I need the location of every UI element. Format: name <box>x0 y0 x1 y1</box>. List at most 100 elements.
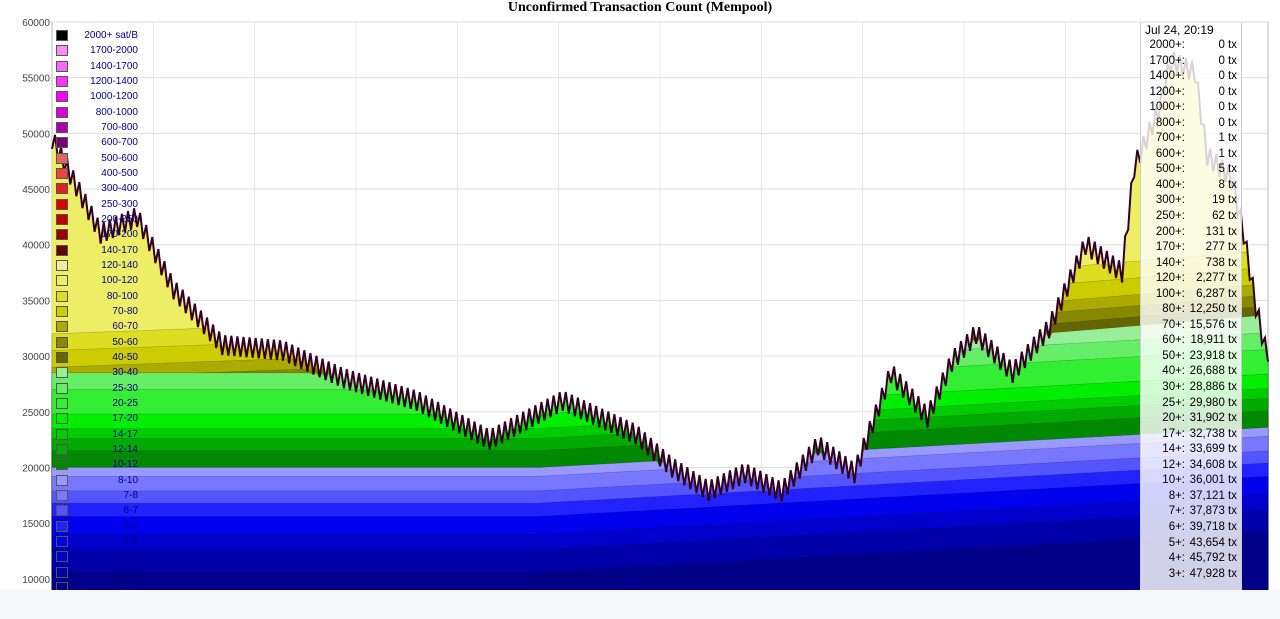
plot-area <box>51 52 1269 590</box>
legend-item[interactable]: 30-40 <box>56 365 140 380</box>
legend-label: 120-140 <box>101 260 138 272</box>
legend-item[interactable]: 5-6 <box>56 519 140 534</box>
legend-label: 10-12 <box>112 459 138 471</box>
legend-label: 50-60 <box>112 336 138 348</box>
tooltip-row: 300+: 19 tx <box>1141 193 1241 209</box>
tooltip-row: 12+: 34,608 tx <box>1141 458 1241 474</box>
tooltip-row: 600+: 1 tx <box>1141 147 1241 163</box>
tooltip-row: 10+: 36,001 tx <box>1141 473 1241 489</box>
tooltip-row: 7+: 37,873 tx <box>1141 504 1241 520</box>
legend-swatch <box>56 290 68 302</box>
legend-item[interactable]: 120-140 <box>56 258 140 273</box>
legend-item[interactable]: 70-80 <box>56 304 140 319</box>
legend-item[interactable]: 2000+ sat/B <box>56 28 140 43</box>
legend-item[interactable]: 14-17 <box>56 427 140 442</box>
legend-item[interactable]: 800-1000 <box>56 105 140 120</box>
tooltip-row-label: 1700+: <box>1149 54 1186 67</box>
legend-label: 80-100 <box>106 290 138 302</box>
tooltip-row: 40+: 26,688 tx <box>1141 364 1241 380</box>
tooltip-row: 50+: 23,918 tx <box>1141 349 1241 365</box>
legend-item[interactable]: 500-600 <box>56 151 140 166</box>
legend-item[interactable]: 1200-1400 <box>56 74 140 89</box>
tooltip-row-value: 23,918 tx <box>1189 349 1237 362</box>
tooltip-row: 17+: 32,738 tx <box>1141 427 1241 443</box>
tooltip-row: 170+: 277 tx <box>1141 240 1241 256</box>
legend-item[interactable]: 700-800 <box>56 120 140 135</box>
tooltip-row-value: 18,911 tx <box>1190 334 1237 347</box>
legend-item[interactable]: 20-25 <box>56 396 140 411</box>
legend-swatch <box>56 566 68 578</box>
legend-item[interactable]: 7-8 <box>56 488 140 503</box>
legend-item[interactable]: 400-500 <box>56 166 140 181</box>
tooltip-row-label: 2000+: <box>1149 39 1186 51</box>
tooltip-row: 5+: 43,654 tx <box>1141 536 1241 552</box>
tooltip-row-label: 120+: <box>1155 272 1185 285</box>
legend-item[interactable]: 2-3 <box>56 564 140 579</box>
legend-swatch <box>56 229 68 241</box>
legend-item[interactable]: 17-20 <box>56 411 140 426</box>
legend-item[interactable]: 300-400 <box>56 181 140 196</box>
tooltip-row-label: 60+: <box>1162 334 1185 347</box>
legend-label: 60-70 <box>112 321 138 333</box>
tooltip-row-label: 25+: <box>1162 396 1185 409</box>
legend-item[interactable]: 40-50 <box>56 350 140 365</box>
legend-item[interactable]: 60-70 <box>56 319 140 334</box>
legend-label: 1-2 <box>123 581 138 593</box>
legend-label: 1000-1200 <box>90 91 138 103</box>
legend-swatch <box>56 551 68 563</box>
mempool-chart[interactable]: 60000 55000 50000 45000 40000 35000 30000 25000… <box>0 0 1280 590</box>
legend-item[interactable]: 10-12 <box>56 457 140 472</box>
tooltip-row: 20+: 31,902 tx <box>1141 411 1241 427</box>
legend-item[interactable]: 140-170 <box>56 243 140 258</box>
tooltip-row: 25+: 29,980 tx <box>1141 396 1241 412</box>
y-tick-label: 20000 <box>22 463 50 474</box>
tooltip-row-label: 4+: <box>1168 552 1185 565</box>
legend-item[interactable]: 6-7 <box>56 503 140 518</box>
legend-item[interactable]: 3-4 <box>56 549 140 564</box>
tooltip-row-label: 600+: <box>1155 147 1185 160</box>
legend-item[interactable]: 1400-1700 <box>56 59 140 74</box>
legend-item[interactable]: 1700-2000 <box>56 43 140 58</box>
legend-label: 800-1000 <box>95 106 138 118</box>
legend-item[interactable]: 80-100 <box>56 289 140 304</box>
legend-item[interactable]: 8-10 <box>56 473 140 488</box>
legend-label: 400-500 <box>101 168 138 180</box>
chart-title: Unconfirmed Transaction Count (Mempool) <box>507 0 773 15</box>
legend-swatch <box>56 76 68 88</box>
tooltip-row: 2000+: 0 tx <box>1141 38 1241 54</box>
legend-item[interactable]: 25-30 <box>56 381 140 396</box>
legend-label: 6-7 <box>123 505 138 517</box>
tooltip-row: 800+: 0 tx <box>1141 116 1241 132</box>
legend-item[interactable]: 12-14 <box>56 442 140 457</box>
legend-item[interactable]: 200-250 <box>56 212 140 227</box>
legend-swatch <box>56 505 68 517</box>
tooltip-row-value: 0 tx <box>1218 39 1237 51</box>
legend-item[interactable]: 1000-1200 <box>56 89 140 104</box>
legend-swatch <box>56 444 68 456</box>
tooltip-row: 80+: 12,250 tx <box>1141 302 1241 318</box>
tooltip-row-label: 10+: <box>1162 474 1185 487</box>
tooltip-row-value: 37,121 tx <box>1189 489 1237 502</box>
legend-label: 1700-2000 <box>90 45 138 57</box>
y-tick-label: 35000 <box>22 296 50 307</box>
legend-label: 14-17 <box>112 428 138 440</box>
legend-item[interactable]: 50-60 <box>56 335 140 350</box>
tooltip-row-label: 170+: <box>1155 241 1185 254</box>
tooltip-row-label: 200+: <box>1155 225 1185 238</box>
legend-label: 170-200 <box>101 229 138 241</box>
legend-label: 500-600 <box>101 152 138 164</box>
legend-item[interactable]: 100-120 <box>56 273 140 288</box>
tooltip-row-value: 277 tx <box>1205 241 1237 254</box>
tooltip-row: 1700+: 0 tx <box>1141 54 1241 70</box>
tooltip-row-value: 1 tx <box>1218 147 1237 160</box>
legend-item[interactable]: 600-700 <box>56 135 140 150</box>
tooltip-row-label: 50+: <box>1162 349 1185 362</box>
legend-item[interactable]: 4-5 <box>56 534 140 549</box>
tooltip-row-value: 45,792 tx <box>1189 552 1237 565</box>
tooltip-row-value: 36,001 tx <box>1189 474 1237 487</box>
legend-label: 5-6 <box>123 520 138 532</box>
legend-item[interactable]: 250-300 <box>56 197 140 212</box>
tooltip-row-label: 250+: <box>1155 210 1185 223</box>
legend-item[interactable]: 170-200 <box>56 227 140 242</box>
tooltip-row: 60+: 18,911 tx <box>1141 333 1241 349</box>
